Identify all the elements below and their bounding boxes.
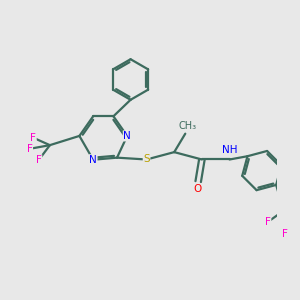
Text: F: F bbox=[283, 229, 288, 239]
Text: O: O bbox=[193, 184, 201, 194]
Text: S: S bbox=[143, 154, 150, 164]
Text: N: N bbox=[89, 155, 97, 165]
Text: F: F bbox=[27, 144, 32, 154]
Text: F: F bbox=[36, 155, 42, 165]
Text: F: F bbox=[30, 133, 36, 143]
Text: NH: NH bbox=[222, 145, 237, 155]
Text: N: N bbox=[123, 131, 131, 141]
Text: F: F bbox=[299, 215, 300, 225]
Text: CH₃: CH₃ bbox=[178, 121, 196, 131]
Text: F: F bbox=[265, 217, 271, 227]
